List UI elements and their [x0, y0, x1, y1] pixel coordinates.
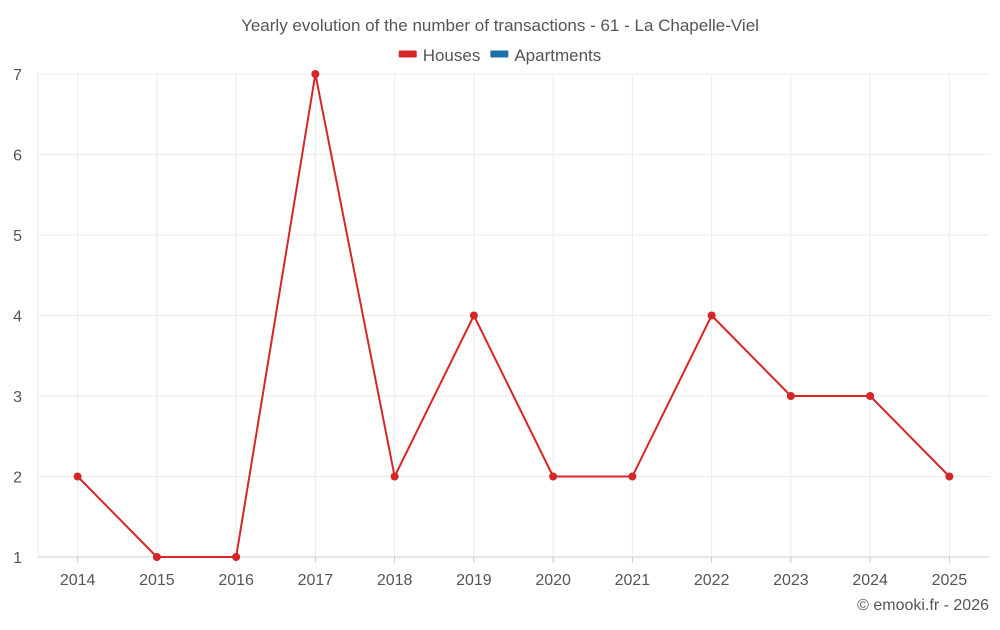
x-tick-label: 2014 — [60, 572, 96, 589]
chart-legend: Houses Apartments — [398, 46, 601, 65]
x-tick-label: 2015 — [139, 572, 175, 589]
x-tick-label: 2024 — [852, 572, 888, 589]
x-tick-label: 2019 — [456, 572, 492, 589]
y-tick-label: 5 — [13, 228, 22, 245]
x-tick-label: 2025 — [932, 572, 968, 589]
legend-label: Houses — [423, 46, 481, 65]
series-layer — [73, 70, 954, 561]
y-tick-label: 4 — [13, 309, 22, 326]
data-point — [945, 472, 954, 481]
x-tick-label: 2021 — [615, 572, 651, 589]
credit-text: © emooki.fr - 2026 — [857, 597, 989, 614]
data-point — [311, 70, 320, 78]
y-tick-label: 2 — [13, 470, 22, 487]
y-tick-label: 3 — [13, 389, 22, 406]
data-point — [707, 311, 716, 320]
data-point — [232, 553, 241, 561]
x-tick-label: 2020 — [535, 572, 571, 589]
legend-swatch — [398, 50, 417, 58]
legend-swatch — [490, 50, 509, 58]
series-line-houses — [76, 73, 951, 558]
data-point — [866, 392, 875, 400]
data-point — [786, 392, 795, 400]
chart-title: Yearly evolution of the number of transa… — [241, 16, 759, 35]
y-tick-label: 6 — [13, 148, 22, 165]
y-tick-label: 1 — [13, 550, 22, 567]
x-tick-label: 2023 — [773, 572, 809, 589]
x-tick-label: 2018 — [377, 572, 413, 589]
legend-label: Apartments — [514, 46, 601, 65]
grid-lines — [37, 73, 989, 557]
data-point — [628, 472, 637, 481]
axes: 1 2 3 4 5 6 7 2014 2015 2016 2017 2018 2019 2020 2021 2… — [13, 67, 989, 589]
x-tick-label: 2017 — [298, 572, 334, 589]
data-point — [469, 311, 478, 320]
data-point — [390, 472, 399, 481]
x-tick-label: 2022 — [694, 572, 730, 589]
data-point — [73, 472, 82, 481]
y-tick-label: 7 — [13, 67, 22, 84]
x-tick-label: 2016 — [218, 572, 254, 589]
data-point — [152, 553, 161, 561]
legend-item-houses: Houses — [398, 46, 481, 65]
data-point — [549, 472, 558, 481]
legend-item-apartments: Apartments — [490, 46, 601, 65]
